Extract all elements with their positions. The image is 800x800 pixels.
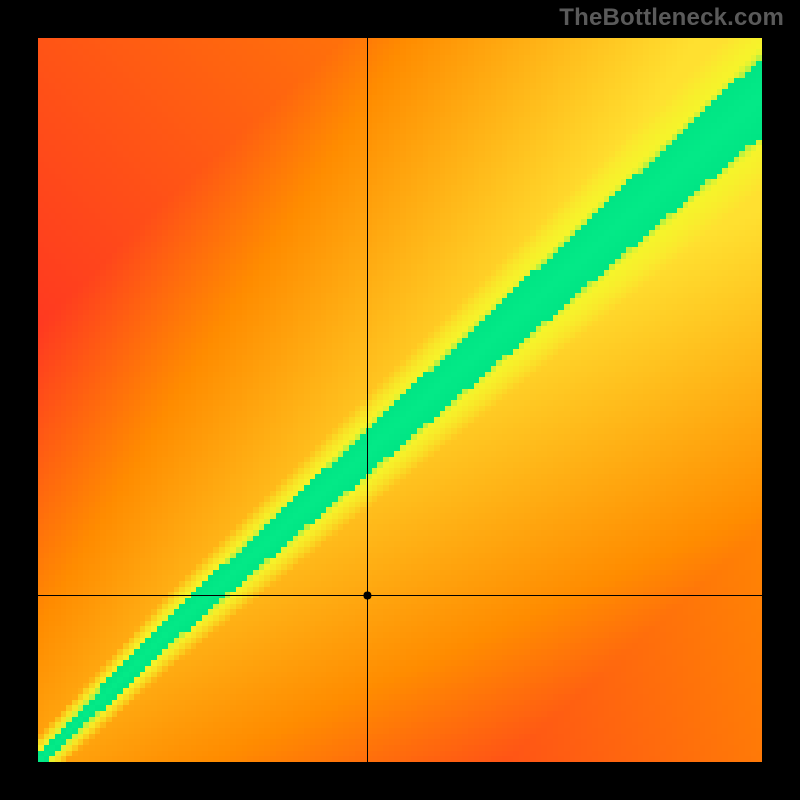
watermark-label: TheBottleneck.com: [559, 4, 784, 32]
chart-container: TheBottleneck.com: [0, 0, 800, 800]
bottleneck-heatmap: [0, 0, 800, 800]
